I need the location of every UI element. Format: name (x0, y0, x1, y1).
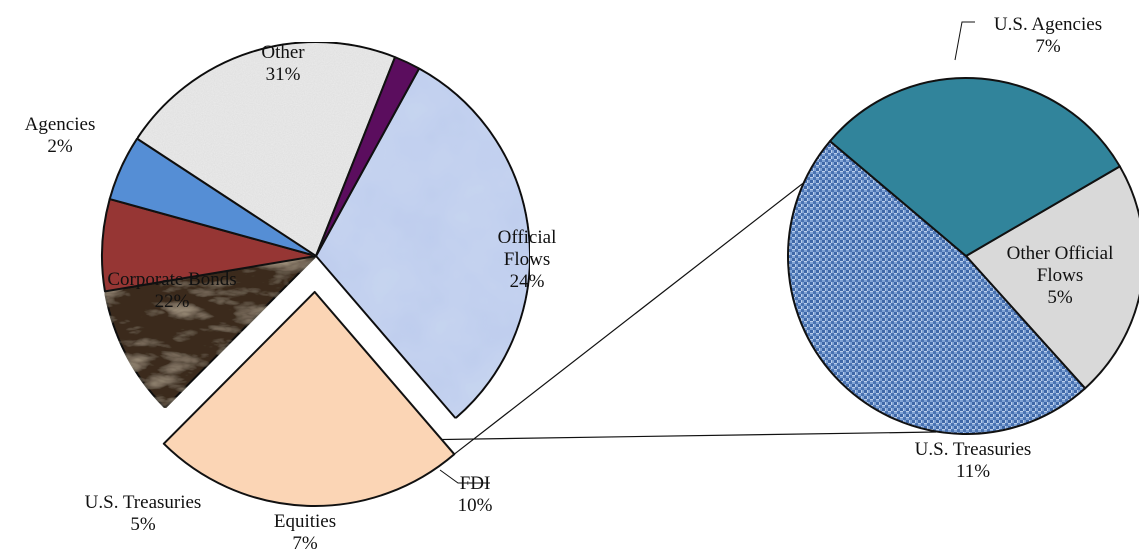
label-other-official-flows: Other Official Flows 5% (1007, 243, 1114, 308)
label-equities: Equities 7% (274, 511, 336, 554)
label-u-s-treasuries: U.S. Treasuries 11% (915, 439, 1032, 482)
label-other: Other 31% (261, 42, 305, 85)
pie-slice-corporate-bonds (136, 41, 397, 257)
label-agencies: Agencies 2% (25, 114, 96, 157)
pie-slice-agencies (315, 56, 421, 257)
main-pie (101, 41, 531, 507)
label-official-flows: Official Flows 24% (498, 227, 557, 292)
breakdown-slice-u-s-agencies (829, 77, 1121, 257)
pie-slice-fdi (103, 255, 317, 409)
leader-line-fdi (439, 469, 490, 484)
slice-labels: Other 31% Official Flows 24% FDI 10% Equities 7%… (25, 14, 1114, 554)
label-corporate-bonds: Corporate Bonds 22% (107, 269, 236, 312)
label-u-s-treasuries: U.S. Treasuries 5% (85, 492, 202, 535)
pie-slice-official-flows (162, 290, 456, 507)
breakdown-slice-other-official-flows (965, 165, 1139, 390)
breakdown-pie (787, 77, 1139, 436)
label-fdi: FDI 10% (458, 473, 493, 516)
label-u-s-agencies: U.S. Agencies 7% (994, 14, 1102, 57)
leader-line-us-agencies (954, 21, 975, 61)
breakdown-slice-u-s-treasuries (787, 140, 1087, 436)
pie-slice-other (315, 67, 531, 420)
